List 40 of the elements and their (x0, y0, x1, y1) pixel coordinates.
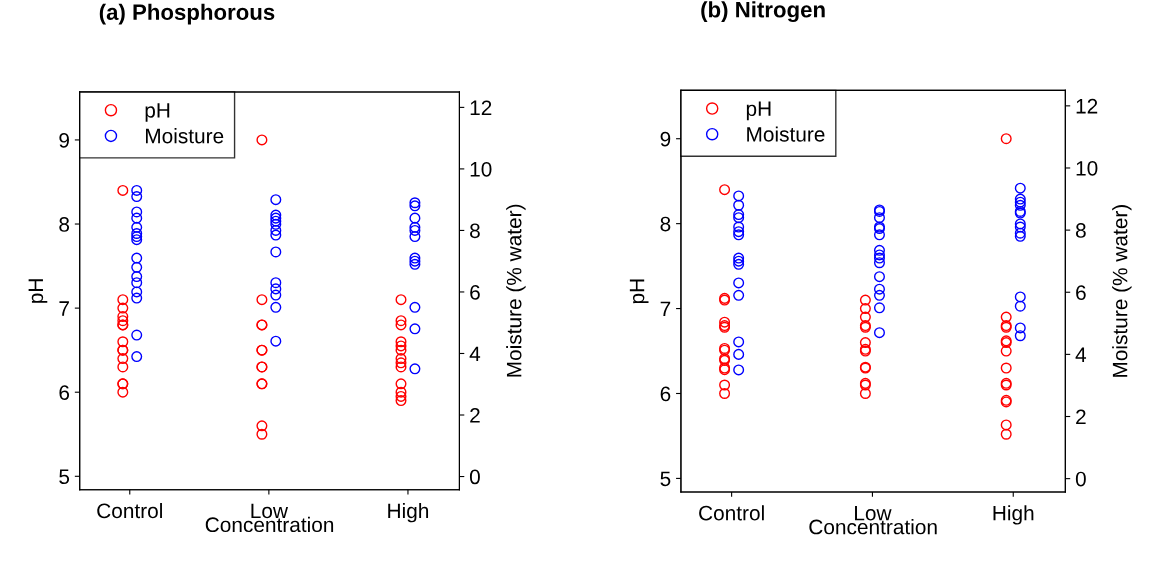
y2-tick-label: 6 (1076, 285, 1086, 300)
y-tick-label: 7 (59, 301, 69, 316)
y2-tick-label: 12 (470, 100, 492, 115)
y2-tick-label: 12 (1076, 98, 1098, 114)
y-tick-label: 9 (660, 131, 671, 147)
y2-tick-label: 4 (469, 346, 481, 362)
legend-label: Moisture (747, 126, 825, 142)
y-tick-label: 7 (660, 301, 671, 317)
legend-label: pH (145, 103, 170, 122)
y2-tick-label: 2 (470, 408, 480, 423)
legend-label: Moisture (145, 128, 224, 144)
y2-tick-label: 8 (1075, 223, 1086, 238)
x-tick-label: Control (97, 502, 162, 519)
y-tick-label: 5 (660, 471, 671, 487)
y-tick-label: 6 (59, 385, 70, 400)
y2-tick-label: 8 (470, 223, 480, 239)
y2-tick-label: 4 (1075, 347, 1087, 362)
y-tick-label: 6 (660, 386, 671, 402)
y2-axis-title: Moisture (% water) (506, 204, 526, 377)
y2-tick-label: 0 (1075, 471, 1086, 487)
y-tick-label: 8 (660, 216, 671, 232)
x-tick-label: High (993, 505, 1034, 525)
y-tick-label: 9 (59, 132, 69, 148)
y2-axis-title: Moisture (% water) (1112, 205, 1132, 377)
legend-label: pH (746, 101, 771, 121)
x-axis-title: Concentration (809, 519, 937, 535)
y2-tick-label: 10 (1076, 160, 1098, 176)
chart-title: (a) Phosphorous (99, 3, 275, 25)
y-axis-title: pH (28, 279, 48, 303)
y-tick-label: 5 (59, 469, 70, 485)
chart-title: (b) Nitrogen (701, 1, 825, 23)
x-tick-label: High (388, 502, 429, 523)
y-axis-title: pH (629, 279, 649, 304)
y2-tick-label: 6 (470, 284, 480, 300)
y2-tick-label: 0 (469, 469, 480, 485)
y-tick-label: 8 (59, 217, 70, 232)
x-tick-label: Low (855, 505, 892, 521)
x-tick-label: Control (699, 505, 764, 521)
y2-tick-label: 10 (470, 161, 492, 177)
y2-tick-label: 2 (1076, 409, 1086, 425)
